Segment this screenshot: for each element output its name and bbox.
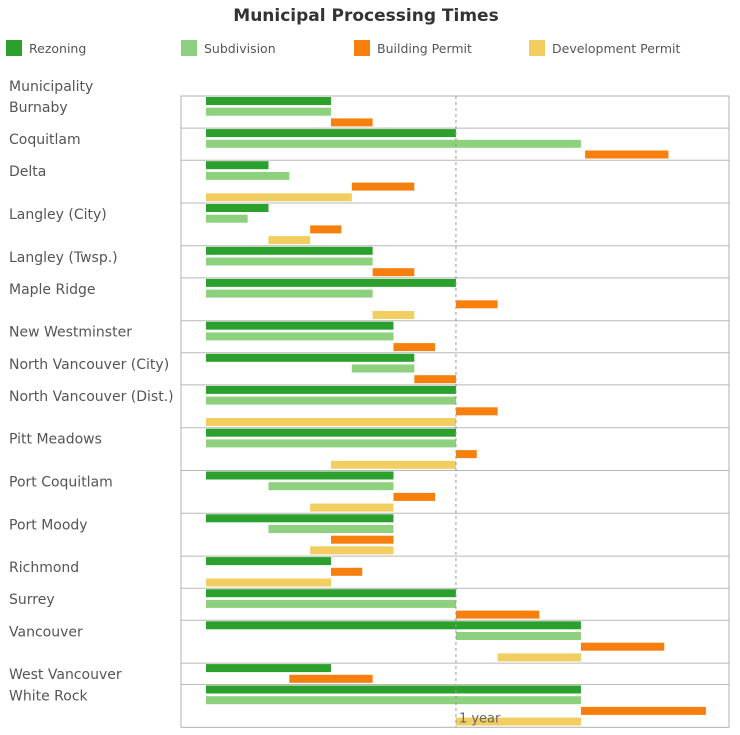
row-label: Pitt Meadows: [9, 432, 102, 448]
row-label: Langley (Twsp.): [9, 250, 118, 266]
bar-rezoning: [206, 514, 394, 523]
bar-building-permit: [330, 118, 373, 127]
row-header: Municipality: [9, 79, 93, 95]
bar-building-permit: [310, 225, 342, 234]
legend-swatch-rezoning: [6, 40, 22, 56]
bar-rezoning: [206, 278, 456, 287]
row-label: Port Coquitlam: [9, 475, 113, 491]
bar-building-permit: [330, 567, 363, 576]
bar-building-permit: [330, 535, 394, 544]
legend-swatch-subdivision: [181, 40, 197, 56]
bar-development-permit: [268, 236, 311, 245]
bar-subdivision: [206, 214, 248, 223]
row-label: White Rock: [9, 689, 89, 705]
bar-subdivision: [206, 396, 456, 405]
bar-development-permit: [455, 717, 581, 726]
row-label: Maple Ridge: [9, 282, 96, 298]
bar-rezoning: [206, 589, 456, 598]
bar-rezoning: [206, 428, 456, 437]
bar-subdivision: [206, 139, 581, 148]
chart-title: Municipal Processing Times: [233, 6, 498, 26]
bar-rezoning: [206, 353, 415, 362]
row-label: Surrey: [9, 592, 55, 608]
legend-swatch-development-permit: [529, 40, 545, 56]
bar-subdivision: [206, 289, 373, 298]
bar-building-permit: [289, 674, 373, 683]
bar-development-permit: [206, 578, 331, 587]
bars: [206, 97, 706, 726]
bar-subdivision: [455, 632, 581, 640]
bar-building-permit: [351, 182, 415, 191]
row-label: Coquitlam: [9, 132, 81, 148]
bar-subdivision: [268, 525, 394, 533]
bar-building-permit: [393, 492, 436, 501]
bar-development-permit: [310, 546, 394, 555]
bar-rezoning: [206, 246, 373, 255]
bar-subdivision: [206, 696, 581, 705]
bar-subdivision: [206, 439, 456, 448]
plot-frame: [180, 95, 730, 728]
bar-rezoning: [206, 204, 269, 212]
legend-label-development-permit: Development Permit: [552, 41, 680, 56]
bar-rezoning: [206, 685, 581, 694]
bar-development-permit: [206, 418, 456, 426]
bar-rezoning: [206, 97, 331, 105]
bar-rezoning: [206, 129, 456, 138]
row-label: West Vancouver: [9, 667, 122, 683]
bar-subdivision: [268, 482, 394, 491]
row-label: North Vancouver (City): [9, 357, 169, 373]
bar-development-permit: [372, 311, 415, 319]
bar-rezoning: [206, 385, 456, 394]
row-label: Langley (City): [9, 207, 107, 223]
row-label: North Vancouver (Dist.): [9, 389, 174, 405]
legend-swatch-building-permit: [354, 40, 370, 56]
bar-rezoning: [206, 321, 394, 330]
row-label: New Westminster: [9, 325, 132, 341]
row-label: Delta: [9, 164, 46, 180]
reference-line-group: 1 year: [455, 96, 501, 728]
bar-building-permit: [455, 450, 477, 459]
bar-development-permit: [206, 193, 352, 202]
bar-subdivision: [351, 364, 415, 373]
bar-rezoning: [206, 557, 331, 566]
bar-subdivision: [206, 332, 394, 341]
bar-subdivision: [206, 599, 456, 608]
bar-development-permit: [310, 503, 394, 512]
legend-label-building-permit: Building Permit: [377, 41, 472, 56]
bar-building-permit: [455, 407, 498, 416]
bar-rezoning: [206, 471, 394, 480]
legend-label-rezoning: Rezoning: [29, 41, 86, 56]
bar-building-permit: [585, 150, 669, 159]
row-label: Richmond: [9, 560, 79, 576]
bar-building-permit: [414, 375, 456, 384]
bar-building-permit: [580, 642, 665, 651]
reference-line-label: 1 year: [459, 711, 501, 726]
row-label: Port Moody: [9, 517, 88, 533]
bar-building-permit: [580, 706, 706, 715]
bar-rezoning: [206, 664, 331, 673]
bar-subdivision: [206, 171, 290, 180]
bar-building-permit: [455, 610, 540, 619]
bar-subdivision: [206, 107, 331, 116]
bar-development-permit: [330, 460, 456, 469]
bar-development-permit: [497, 653, 581, 662]
row-label: Vancouver: [9, 624, 83, 640]
row-label: Burnaby: [9, 100, 68, 116]
bar-rezoning: [206, 161, 269, 170]
bar-building-permit: [393, 343, 436, 352]
bar-building-permit: [455, 300, 498, 309]
bar-subdivision: [206, 257, 373, 266]
bar-rezoning: [206, 621, 581, 630]
bar-building-permit: [372, 268, 415, 277]
legend-label-subdivision: Subdivision: [204, 41, 276, 56]
rows: Burnaby Coquitlam Delta Langley (City) Langl…: [9, 95, 730, 728]
legend: Rezoning Subdivision Building Permit Develo…: [6, 40, 680, 56]
